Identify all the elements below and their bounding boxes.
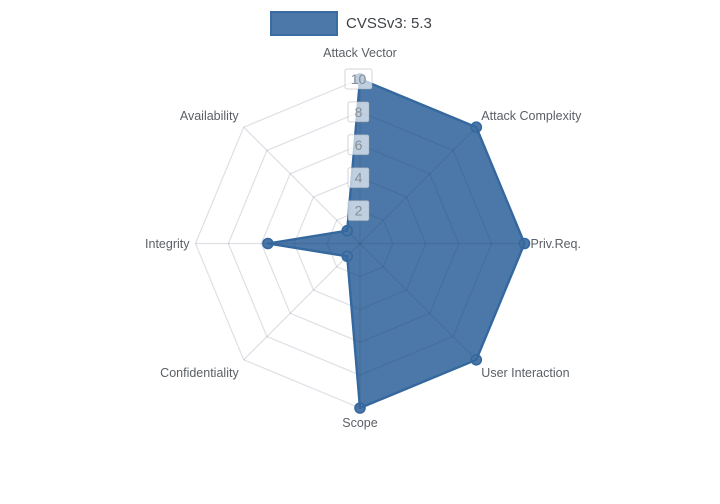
axis-label-confidentiality: Confidentiality [160,366,239,380]
radial-tick-bg [344,68,373,90]
grid-spoke [359,243,477,361]
axis-label-integrity: Integrity [145,237,190,251]
grid-ring [293,177,427,310]
radar-grid [194,78,526,409]
axis-label-scope: Scope [342,416,377,430]
radial-tick-label: 4 [355,170,363,186]
grid-ring [227,111,493,376]
radial-tick-bg [347,200,370,222]
axis-label-attack-vector: Attack Vector [323,46,397,60]
radial-tick-bg [347,134,370,156]
radial-tick-bg [347,101,370,123]
axis-label-user-interaction: User Interaction [481,366,569,380]
data-point-marker-outline [518,237,531,250]
axis-label-availability: Availability [180,109,240,123]
score-polygon-outline [266,77,526,410]
data-point-marker-outline [341,250,354,263]
radial-tick-label: 8 [355,104,363,120]
data-point-marker-outline [470,121,483,133]
axis-label-priv-req: Priv.Req. [531,237,581,251]
grid-ring [326,209,394,278]
data-point-marker-outline [341,224,354,237]
radial-tick-label: 10 [351,71,367,87]
grid-spoke [243,126,361,244]
radial-tick-label: 2 [355,203,363,219]
legend-item-cvssv3[interactable]: CVSSv3: 5.3 [270,11,432,36]
legend-swatch [270,11,338,36]
data-point-marker-outline [262,237,274,250]
data-point-marker-outline [354,402,366,414]
grid-spoke [243,243,361,361]
data-point-marker-outline [470,353,483,366]
legend-label: CVSSv3: 5.3 [346,15,432,32]
grid-ring [260,144,460,343]
grid-spoke [359,126,477,244]
radial-tick-label: 6 [355,137,363,153]
radial-tick-bg [347,167,370,189]
score-polygon-fill [267,79,525,408]
axis-label-attack-complexity: Attack Complexity [481,109,582,123]
